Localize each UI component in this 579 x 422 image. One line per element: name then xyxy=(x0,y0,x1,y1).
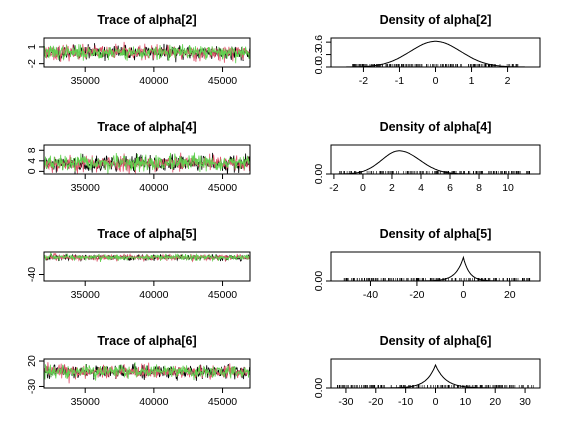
x-tick-label: 45000 xyxy=(208,75,237,87)
plot-title: Trace of alpha[6] xyxy=(97,334,196,348)
y-tick-label: 1 xyxy=(26,44,38,50)
x-tick-label: 40000 xyxy=(139,289,168,301)
plot-area xyxy=(44,41,250,64)
x-tick-label: 0 xyxy=(460,289,466,301)
x-tick-label: 0 xyxy=(360,182,366,194)
plot-frame xyxy=(330,37,541,68)
y-tick-label: -30 xyxy=(26,379,38,394)
y-tick-label: 0.00 xyxy=(313,378,325,399)
density-curve xyxy=(331,40,540,67)
y-tick-label: -40 xyxy=(26,267,38,282)
x-tick-label: 1 xyxy=(469,75,475,87)
y-tick-label: -2 xyxy=(26,59,38,68)
trace-series-line xyxy=(44,152,250,174)
x-tick-label: 4 xyxy=(418,182,424,194)
plot-title: Density of alpha[6] xyxy=(380,334,492,348)
plot-title: Trace of alpha[4] xyxy=(97,120,196,134)
x-tick-label: 20 xyxy=(489,396,501,408)
y-tick-label: 0.6 xyxy=(313,35,325,50)
density-plot: Density of alpha[2] -2 -1 0 1 2 0.00.30.6 xyxy=(313,13,541,87)
x-tick-label: 40000 xyxy=(139,182,168,194)
x-tick-label: 30 xyxy=(519,396,531,408)
plot-title: Density of alpha[5] xyxy=(380,227,492,241)
x-tick-label: 10 xyxy=(502,182,514,194)
y-tick-label: 0.00 xyxy=(313,164,325,185)
y-tick-label: 0.3 xyxy=(313,47,325,62)
plot-title: Density of alpha[4] xyxy=(380,120,492,134)
x-tick-label: 6 xyxy=(447,182,453,194)
x-tick-label: 0 xyxy=(433,75,439,87)
x-tick-label: -20 xyxy=(409,289,424,301)
x-tick-label: 10 xyxy=(460,396,472,408)
trace-series-line xyxy=(44,252,250,263)
y-tick-label: 0 xyxy=(26,168,38,174)
density-plot: Density of alpha[4] -2 0 2 4 6 8 10 0.00 xyxy=(313,120,541,194)
plot-title: Trace of alpha[2] xyxy=(97,13,196,27)
plot-area xyxy=(331,255,540,281)
plot-area xyxy=(331,363,540,388)
x-tick-label: -20 xyxy=(368,396,383,408)
x-tick-label: -10 xyxy=(398,396,413,408)
plot-title: Density of alpha[2] xyxy=(380,13,492,27)
trace-plot: Trace of alpha[5] 35000 40000 45000 -40 xyxy=(26,227,251,301)
plot-title: Trace of alpha[5] xyxy=(97,227,196,241)
y-tick-label: 8 xyxy=(26,147,38,153)
x-tick-label: 40000 xyxy=(139,75,168,87)
plot-frame xyxy=(43,251,251,282)
trace-plot: Trace of alpha[6] 35000 40000 45000 -30 20 xyxy=(26,334,251,408)
x-tick-label: 35000 xyxy=(71,289,100,301)
trace-series-line xyxy=(44,362,250,381)
x-tick-label: 20 xyxy=(504,289,516,301)
plot-area xyxy=(331,150,540,174)
plot-frame xyxy=(330,358,541,389)
plot-frame xyxy=(43,144,251,175)
trace-plot: Trace of alpha[4] 35000 40000 45000 0 4 8 xyxy=(26,120,251,194)
x-tick-label: 8 xyxy=(476,182,482,194)
x-tick-label: 35000 xyxy=(71,396,100,408)
y-tick-label: 20 xyxy=(26,355,38,367)
x-tick-label: 2 xyxy=(389,182,395,194)
x-tick-label: -30 xyxy=(338,396,353,408)
x-tick-label: 45000 xyxy=(208,289,237,301)
density-plot: Density of alpha[6] -30 -20 -10 0 10 20 30 0.00 xyxy=(313,334,541,408)
x-tick-label: 35000 xyxy=(71,182,100,194)
y-tick-label: 0.00 xyxy=(313,271,325,292)
x-tick-label: -2 xyxy=(359,75,368,87)
x-tick-label: -1 xyxy=(395,75,404,87)
plot-frame xyxy=(330,251,541,282)
y-tick-label: 0.0 xyxy=(313,60,325,75)
plot-area xyxy=(44,362,250,384)
density-curve xyxy=(331,150,540,174)
plot-frame xyxy=(330,144,541,175)
plot-frame xyxy=(43,358,251,389)
plot-area xyxy=(44,252,250,263)
plot-frame xyxy=(43,37,251,68)
density-curve xyxy=(331,255,540,281)
y-tick-label: 4 xyxy=(26,158,38,164)
x-tick-label: 45000 xyxy=(208,182,237,194)
plot-area xyxy=(331,40,540,67)
density-plot: Density of alpha[5] -40 -20 0 20 0.00 xyxy=(313,227,541,301)
x-tick-label: -40 xyxy=(363,289,378,301)
x-tick-label: 35000 xyxy=(71,75,100,87)
trace-plot: Trace of alpha[2] 35000 40000 45000 -2 1 xyxy=(26,13,251,87)
x-tick-label: 2 xyxy=(505,75,511,87)
density-curve xyxy=(331,363,540,388)
plot-area xyxy=(44,152,250,174)
x-tick-label: -2 xyxy=(329,182,338,194)
x-tick-label: 45000 xyxy=(208,396,237,408)
x-tick-label: 40000 xyxy=(139,396,168,408)
x-tick-label: 0 xyxy=(433,396,439,408)
trace-series-line xyxy=(44,44,250,64)
